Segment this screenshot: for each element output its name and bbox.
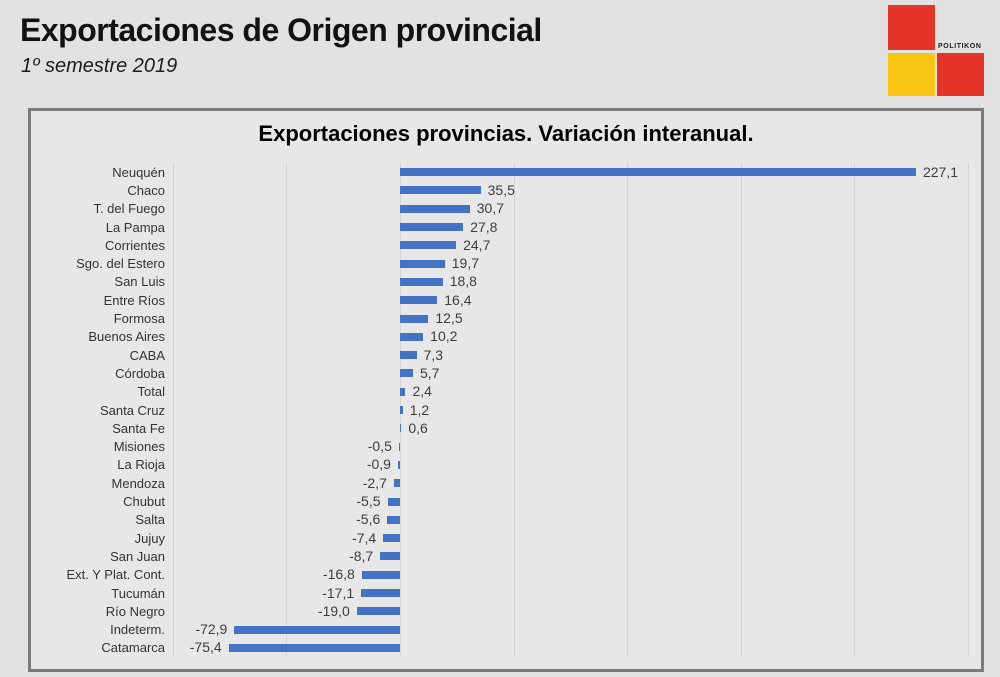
- page-subtitle: 1º semestre 2019: [21, 55, 178, 77]
- bar: [361, 589, 400, 598]
- bar: [400, 387, 406, 396]
- logo-text: POLITIKON: [938, 43, 982, 50]
- category-label: Buenos Aires: [88, 329, 165, 345]
- logo-red-square-right-icon: [937, 53, 984, 96]
- bar: [400, 204, 470, 213]
- bar: [400, 296, 438, 305]
- category-label: La Pampa: [105, 219, 165, 235]
- bar-value-label: -8,7: [349, 547, 374, 564]
- bar-value-label: 16,4: [444, 291, 472, 308]
- category-label: Sgo. del Estero: [76, 256, 165, 272]
- bar: [400, 186, 481, 195]
- bar-value-label: -5,5: [356, 493, 381, 510]
- gridline: [513, 163, 515, 658]
- logo-red-square-top-icon: [888, 5, 935, 50]
- category-label: Santa Cruz: [99, 402, 165, 418]
- bar-value-label: -16,8: [322, 566, 355, 583]
- bar-value-label: 7,3: [423, 346, 444, 363]
- category-label: Corrientes: [105, 237, 165, 253]
- politikon-logo: POLITIKON: [888, 5, 985, 96]
- bar-value-label: -0,9: [366, 456, 391, 473]
- bar-value-label: -19,0: [317, 602, 350, 619]
- bar-value-label: -75,4: [189, 639, 222, 656]
- bar: [356, 607, 400, 616]
- chart-title: Exportaciones provincias. Variación inte…: [258, 121, 754, 146]
- category-label: San Luis: [114, 274, 165, 290]
- bar: [380, 552, 400, 561]
- bar-value-label: 19,7: [451, 255, 479, 272]
- category-label: Jujuy: [134, 530, 165, 546]
- category-label: CABA: [129, 347, 165, 363]
- bar: [387, 515, 400, 524]
- page-title: Exportaciones de Origen provincial: [20, 12, 542, 48]
- category-label: Córdoba: [115, 365, 165, 381]
- category-label: T. del Fuego: [93, 201, 165, 217]
- bar: [234, 625, 400, 634]
- bar-value-label: -7,4: [352, 529, 377, 546]
- bar: [400, 332, 424, 341]
- bar-value-label: 2,4: [412, 383, 432, 400]
- category-label: La Rioja: [117, 457, 165, 473]
- category-label: Salta: [135, 512, 165, 528]
- category-label: Santa Fe: [112, 420, 165, 436]
- bar-value-label: 30,7: [476, 200, 504, 217]
- bar-value-label: -72,9: [195, 621, 228, 638]
- bar-value-label: -5,6: [356, 511, 381, 528]
- gridline: [627, 163, 629, 658]
- logo-yellow-square-icon: [888, 53, 935, 96]
- category-label: Tucumán: [111, 585, 165, 601]
- gridline: [854, 163, 856, 658]
- bar-value-label: 227,1: [922, 163, 959, 180]
- category-label: Formosa: [113, 311, 165, 327]
- bar: [400, 168, 916, 177]
- gridline: [172, 163, 174, 658]
- bar: [400, 406, 403, 415]
- bar: [361, 570, 400, 579]
- category-label: Mendoza: [111, 475, 165, 491]
- category-label: Chaco: [127, 182, 165, 198]
- bar-value-label: -2,7: [362, 474, 387, 491]
- bar-value-label: 12,5: [435, 310, 463, 327]
- bar: [400, 241, 457, 250]
- bar: [387, 497, 400, 506]
- bar-value-label: -0,5: [367, 438, 392, 455]
- bar: [400, 277, 443, 286]
- category-label: Ext. Y Plat. Cont.: [66, 567, 165, 583]
- category-label: Catamarca: [101, 640, 165, 656]
- bar: [400, 259, 445, 268]
- category-label: Río Negro: [105, 603, 165, 619]
- category-label: Chubut: [123, 494, 165, 510]
- bar: [400, 424, 402, 433]
- bar-value-label: 27,8: [470, 218, 498, 235]
- category-label: San Juan: [110, 548, 165, 564]
- bar-value-label: 10,2: [430, 328, 458, 345]
- chart-panel: Exportaciones provincias. Variación inte…: [28, 108, 984, 672]
- category-label: Indeterm.: [110, 622, 165, 638]
- bar: [383, 534, 400, 543]
- gridline: [286, 163, 288, 658]
- bar: [400, 351, 417, 360]
- bar: [400, 314, 429, 323]
- bar: [228, 643, 400, 652]
- bar-chart: Neuquén 227,1 Chaco 35,5 T. del Fuego 30,7 La …: [31, 111, 981, 669]
- bar-value-label: 35,5: [487, 181, 515, 198]
- bar: [400, 369, 413, 378]
- bar-value-label: 24,7: [463, 236, 491, 253]
- bar: [397, 460, 400, 469]
- category-label: Neuquén: [112, 164, 165, 180]
- bar-value-label: 18,8: [449, 273, 477, 290]
- gridline: [968, 163, 969, 658]
- bar-value-label: 0,6: [408, 419, 428, 436]
- bar-value-label: -17,1: [322, 584, 355, 601]
- bar-value-label: 5,7: [419, 364, 440, 381]
- category-label: Total: [137, 384, 165, 400]
- category-label: Misiones: [113, 439, 165, 455]
- gridline: [740, 163, 742, 658]
- category-label: Entre Ríos: [103, 292, 165, 308]
- bar: [400, 223, 464, 232]
- bar-value-label: 1,2: [409, 401, 430, 418]
- bar: [393, 479, 400, 488]
- bar: [398, 442, 400, 451]
